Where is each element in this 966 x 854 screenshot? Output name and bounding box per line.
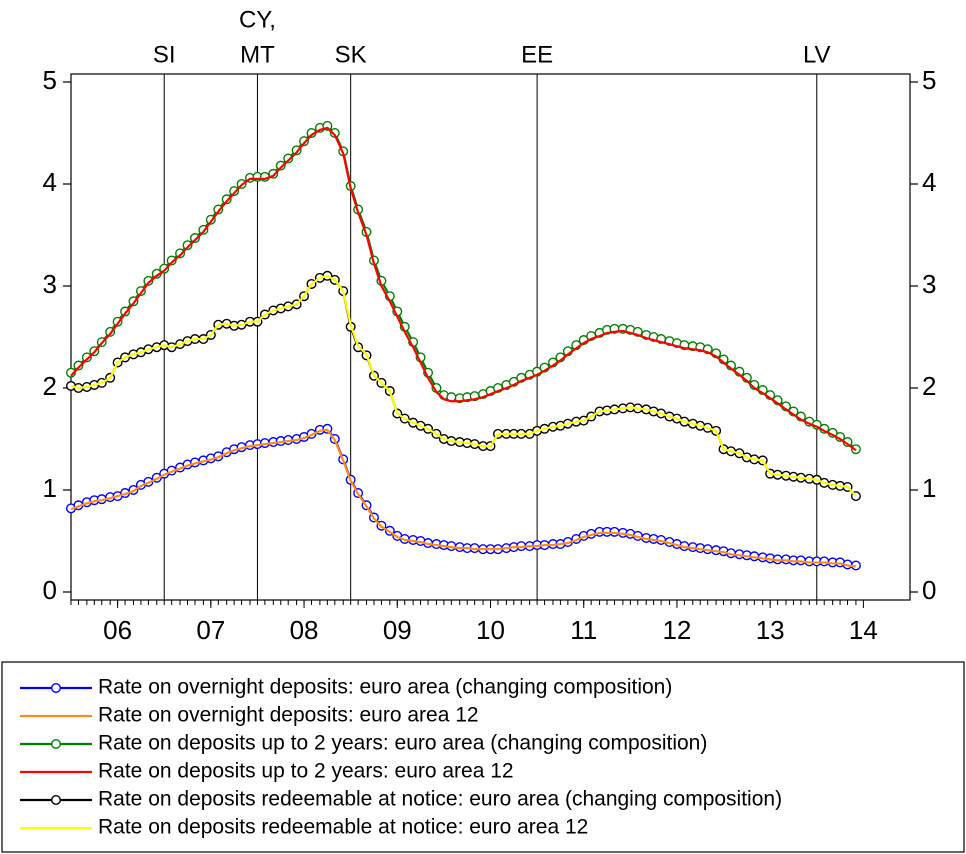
- y-tick-label: 0: [43, 575, 57, 605]
- series-line: [70, 274, 857, 497]
- x-tick-label: 11: [570, 615, 597, 645]
- point: [299, 136, 310, 147]
- legend-marker: [51, 683, 62, 694]
- x-tick-label: 13: [756, 615, 785, 645]
- event-label: SI: [153, 41, 176, 68]
- legend-label: Rate on overnight deposits: euro area 12: [98, 704, 479, 727]
- legend-marker: [51, 739, 62, 750]
- event-label: CY,: [239, 6, 276, 33]
- point: [221, 194, 232, 205]
- event-label: SK: [335, 41, 367, 68]
- y2-tick-label: 1: [922, 473, 936, 503]
- series-line: [70, 428, 857, 568]
- x-tick-label: 06: [103, 615, 132, 645]
- legend-label: Rate on deposits up to 2 years: euro are…: [98, 732, 707, 755]
- event-label: LV: [803, 41, 831, 68]
- x-tick-label: 12: [662, 615, 691, 645]
- point: [73, 360, 84, 371]
- y2-tick-label: 5: [922, 65, 936, 95]
- y2-tick-label: 0: [922, 575, 936, 605]
- point: [283, 153, 294, 164]
- y-tick-label: 2: [43, 371, 57, 401]
- series-line: [70, 126, 857, 452]
- legend-label: Rate on deposits redeemable at notice: e…: [98, 788, 782, 811]
- legend-label: Rate on deposits up to 2 years: euro are…: [98, 760, 514, 783]
- y2-tick-label: 3: [922, 269, 936, 299]
- x-tick-label: 08: [290, 615, 319, 645]
- point: [275, 160, 286, 171]
- y2-tick-label: 2: [922, 371, 936, 401]
- legend-box: [1, 661, 965, 853]
- point: [166, 255, 177, 266]
- x-tick-label: 10: [476, 615, 505, 645]
- legend-label: Rate on overnight deposits: euro area (c…: [98, 676, 672, 699]
- legend-marker: [51, 795, 62, 806]
- x-tick-label: 14: [849, 615, 878, 645]
- point: [143, 275, 154, 286]
- point: [159, 263, 170, 274]
- legend-label: Rate on deposits redeemable at notice: e…: [98, 816, 588, 839]
- y2-tick-label: 4: [922, 167, 936, 197]
- x-tick-label: 07: [196, 615, 225, 645]
- y-tick-label: 3: [43, 269, 57, 299]
- y-tick-label: 5: [43, 65, 57, 95]
- point: [175, 248, 186, 259]
- event-label: MT: [240, 41, 275, 68]
- event-label: EE: [521, 41, 553, 68]
- y-tick-label: 1: [43, 473, 57, 503]
- point: [182, 240, 193, 251]
- y-tick-label: 4: [43, 167, 57, 197]
- point: [229, 186, 240, 197]
- point: [81, 352, 92, 363]
- point: [189, 233, 200, 244]
- x-tick-label: 09: [383, 615, 412, 645]
